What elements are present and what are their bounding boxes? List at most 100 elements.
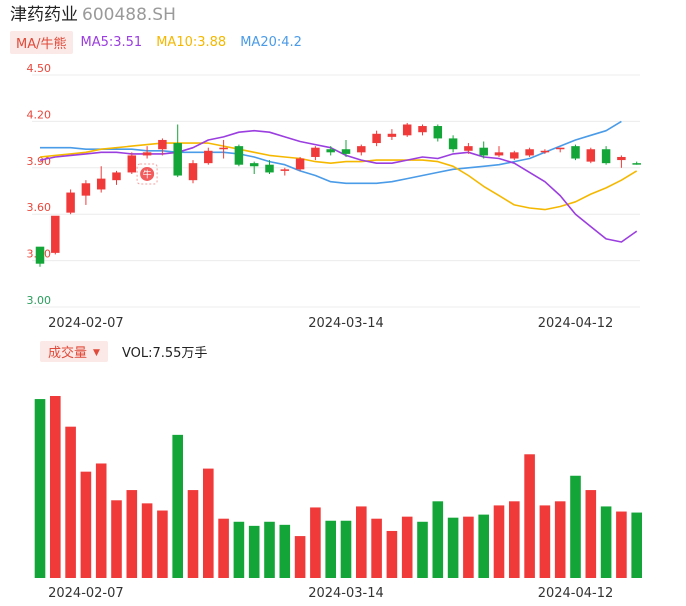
candle-body: [357, 146, 366, 153]
candle-body: [632, 163, 641, 165]
volume-bar: [616, 511, 627, 578]
ma10-label: MA10:3.88: [156, 34, 227, 50]
candle-body: [311, 147, 320, 157]
candle-body: [372, 133, 381, 144]
volume-bar: [340, 520, 352, 578]
volume-value-label: VOL:7.55万手: [121, 345, 208, 361]
candle-body: [173, 143, 182, 176]
stock-header: 津药药业 600488.SH: [10, 4, 176, 26]
candle-body: [586, 149, 596, 162]
volume-bar: [95, 463, 107, 578]
candle-body: [280, 169, 290, 171]
volume-bar: [172, 434, 183, 578]
ma5-label: MA5:3.51: [80, 34, 143, 50]
volume-bar: [65, 426, 76, 578]
volume-bar: [218, 518, 229, 578]
volume-bar: [264, 521, 275, 578]
volume-x-tick-label: 2024-02-07: [48, 586, 124, 601]
volume-bar: [279, 524, 291, 578]
candle-body: [601, 149, 611, 164]
candle-body: [555, 147, 565, 150]
volume-bar: [524, 454, 535, 578]
candle-body: [571, 146, 580, 159]
y-tick-label: 4.50: [27, 62, 52, 75]
candle-body: [295, 158, 305, 170]
volume-bar: [478, 514, 489, 578]
candle-body: [158, 139, 167, 150]
candle-body: [418, 126, 427, 133]
volume-bar: [401, 516, 413, 578]
candle-body: [494, 152, 504, 156]
volume-toggle-label: 成交量: [48, 345, 88, 361]
volume-bar: [34, 399, 46, 578]
ma10-line: [39, 142, 638, 211]
volume-bar: [356, 506, 367, 578]
y-tick-label: 3.90: [27, 155, 52, 168]
volume-bar: [126, 490, 138, 578]
volume-bar: [386, 530, 398, 578]
y-tick-label: 4.20: [27, 108, 52, 121]
candle-body: [127, 155, 137, 173]
volume-x-tick-label: 2024-04-12: [538, 586, 614, 601]
volume-bar: [432, 501, 444, 578]
volume-bar: [493, 505, 505, 578]
volume-bar: [371, 518, 382, 578]
volume-bar: [417, 521, 428, 578]
volume-bar: [570, 475, 581, 578]
candle-body: [35, 246, 45, 264]
candle-body: [249, 163, 259, 167]
candle-body: [448, 138, 458, 150]
ma-toggle-button[interactable]: MA/牛熊: [10, 30, 73, 54]
volume-bar: [600, 506, 612, 578]
ma-legend: MA/牛熊 MA5:3.51 MA10:3.88 MA20:4.2: [10, 30, 316, 54]
ma20-label: MA20:4.2: [240, 34, 302, 50]
volume-bar: [585, 490, 597, 578]
candle-body: [265, 164, 274, 173]
volume-bar: [539, 505, 551, 578]
volume-legend: 成交量 ▼ VOL:7.55万手: [40, 340, 208, 362]
volume-bar: [310, 507, 321, 578]
candle-body: [66, 192, 75, 213]
volume-x-tick-label: 2024-03-14: [308, 586, 384, 601]
ma5-line: [39, 129, 638, 243]
stock-name: 津药药业: [10, 5, 78, 25]
volume-bar: [294, 536, 306, 578]
candle-body: [142, 152, 152, 156]
candle-body: [433, 126, 443, 139]
candle-body: [112, 172, 121, 181]
candle-body: [204, 150, 213, 164]
ma20-line: [40, 120, 622, 185]
volume-bar: [233, 521, 245, 578]
volume-toggle-button[interactable]: 成交量 ▼: [40, 340, 108, 362]
volume-bar: [631, 512, 642, 578]
candle-body: [219, 147, 228, 150]
x-tick-label: 2024-04-12: [538, 316, 614, 331]
candle-body: [464, 146, 473, 151]
candle-body: [188, 163, 198, 181]
candle-body: [234, 146, 244, 165]
candle-body: [387, 133, 397, 137]
candle-body: [525, 149, 534, 156]
x-tick-label: 2024-03-14: [308, 316, 384, 331]
volume-bar: [447, 517, 459, 578]
candle-body: [96, 178, 106, 190]
candle-body: [51, 215, 60, 253]
volume-bar: [509, 501, 520, 578]
volume-bar: [80, 471, 92, 578]
volume-bar: [111, 500, 122, 578]
volume-bar: [463, 516, 474, 578]
volume-bar: [141, 503, 153, 578]
bull-badge-frame: [136, 163, 158, 185]
volume-bar: [157, 510, 168, 578]
volume-bar: [50, 396, 61, 578]
candle-body: [402, 124, 412, 136]
candle-body: [510, 152, 519, 159]
candle-body: [617, 156, 626, 161]
candle-body: [479, 147, 488, 156]
volume-bar: [248, 525, 260, 578]
bull-badge-text: 牛: [143, 168, 152, 180]
candle-body: [81, 183, 91, 196]
y-tick-label: 3.00: [27, 294, 52, 307]
candle-body: [326, 149, 335, 153]
volume-bar: [187, 490, 199, 578]
